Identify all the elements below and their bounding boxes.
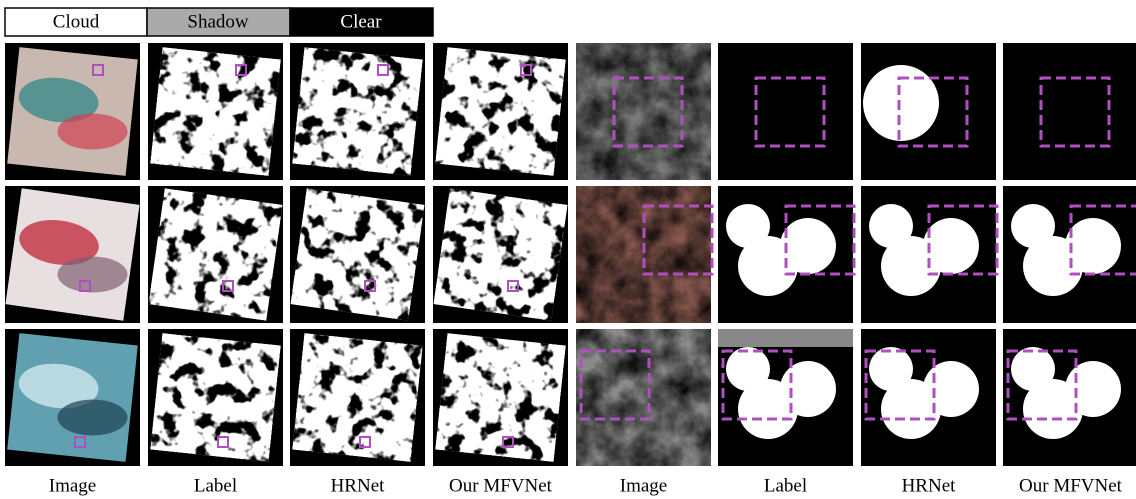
panel bbox=[148, 186, 283, 323]
mask-texture bbox=[435, 333, 566, 462]
column-caption: Label bbox=[764, 475, 807, 496]
panel bbox=[861, 329, 996, 466]
panel bbox=[290, 186, 425, 323]
column-caption: Label bbox=[194, 475, 237, 496]
mask-texture bbox=[150, 47, 281, 176]
mask-texture bbox=[435, 47, 566, 176]
panel bbox=[718, 186, 854, 323]
panel bbox=[433, 329, 568, 466]
mask-texture bbox=[292, 47, 423, 176]
column-caption: Our MFVNet bbox=[1019, 475, 1123, 496]
panel bbox=[5, 43, 140, 180]
cloud-region bbox=[923, 218, 979, 274]
scene-blob bbox=[58, 114, 128, 150]
column-caption: Image bbox=[620, 475, 667, 496]
panel bbox=[148, 43, 283, 180]
scene-texture bbox=[576, 43, 711, 180]
cloud-region bbox=[1011, 347, 1055, 391]
panel bbox=[5, 329, 140, 466]
panel bbox=[576, 329, 711, 466]
column-caption: Our MFVNet bbox=[449, 475, 553, 496]
column-caption: HRNet bbox=[331, 475, 386, 496]
mask-texture bbox=[148, 188, 282, 320]
cloud-region bbox=[1065, 218, 1121, 274]
panel bbox=[433, 186, 568, 323]
cloud-region bbox=[869, 204, 913, 248]
panel bbox=[576, 186, 712, 323]
panel bbox=[861, 186, 997, 323]
cloud-region bbox=[1065, 361, 1121, 417]
cloud-region bbox=[869, 347, 913, 391]
mask-texture bbox=[290, 188, 424, 320]
legend-label: Clear bbox=[340, 11, 382, 32]
mask-texture bbox=[433, 188, 567, 320]
panel bbox=[1003, 43, 1136, 180]
panel bbox=[290, 43, 425, 180]
panel bbox=[1003, 186, 1136, 323]
legend-label: Shadow bbox=[187, 11, 249, 32]
cloud-region bbox=[863, 65, 939, 141]
column-caption: HRNet bbox=[902, 475, 957, 496]
captions: Image Label HRNet Our MFVNet Image Label HRNet… bbox=[49, 475, 1123, 496]
cloud-region bbox=[1011, 204, 1055, 248]
cloud-region bbox=[726, 204, 770, 248]
cloud-region bbox=[780, 218, 836, 274]
cloud-region bbox=[923, 361, 979, 417]
scene-blob bbox=[58, 400, 128, 436]
cloud-region bbox=[780, 361, 836, 417]
panel-bg bbox=[718, 43, 853, 180]
panels bbox=[5, 43, 1136, 466]
legend-label: Cloud bbox=[53, 11, 100, 32]
scene-blob bbox=[58, 257, 128, 293]
shadow-region bbox=[718, 329, 853, 347]
panel bbox=[5, 186, 140, 323]
mask-texture bbox=[292, 333, 423, 462]
column-caption: Image bbox=[49, 475, 96, 496]
panel bbox=[148, 329, 283, 466]
panel bbox=[718, 329, 853, 466]
panel-bg bbox=[1003, 43, 1136, 180]
panel bbox=[861, 43, 996, 180]
panel bbox=[1003, 329, 1136, 466]
figure: Cloud Shadow Clear Image Label HRNet Our MF… bbox=[0, 0, 1136, 499]
panel bbox=[433, 43, 568, 180]
mask-texture bbox=[150, 333, 281, 462]
panel bbox=[290, 329, 425, 466]
cloud-region bbox=[726, 347, 770, 391]
page: Cloud Shadow Clear Image Label HRNet Our MF… bbox=[0, 0, 1136, 499]
panel bbox=[718, 43, 853, 180]
panel bbox=[576, 43, 711, 180]
